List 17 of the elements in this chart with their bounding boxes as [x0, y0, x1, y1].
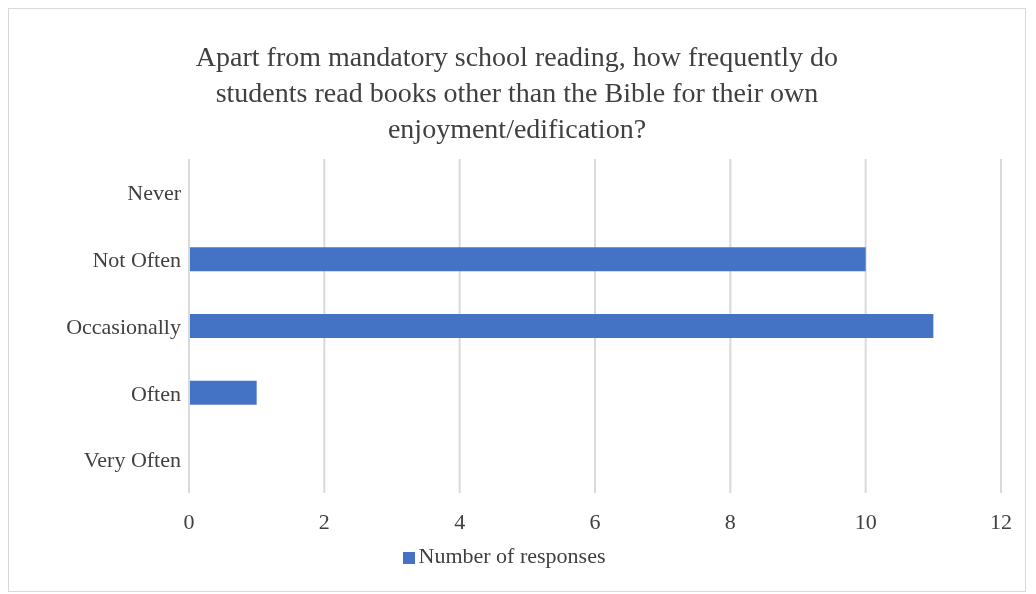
y-tick-label: Occasionally	[66, 313, 181, 339]
legend-label: Number of responses	[418, 543, 606, 568]
bar	[189, 247, 866, 272]
x-tick-label: 6	[589, 508, 601, 534]
bar	[189, 313, 934, 338]
x-tick-label: 4	[454, 508, 466, 534]
bar	[189, 380, 257, 405]
x-tick-label: 2	[318, 508, 330, 534]
y-tick-label: Not Often	[92, 247, 181, 273]
y-tick-label: Often	[130, 380, 181, 406]
y-tick-label: Never	[127, 180, 182, 206]
x-tick-label: 8	[724, 508, 736, 534]
y-tick-label: Very Often	[83, 447, 181, 473]
chart-title: Apart from mandatory school reading, how frequently do students read books other than the Bible for their own enjoyment/edification?	[194, 40, 840, 146]
x-tick-label: 12	[990, 508, 1012, 534]
x-tick-label: 10	[854, 508, 877, 534]
x-tick-label: 0	[183, 508, 195, 534]
